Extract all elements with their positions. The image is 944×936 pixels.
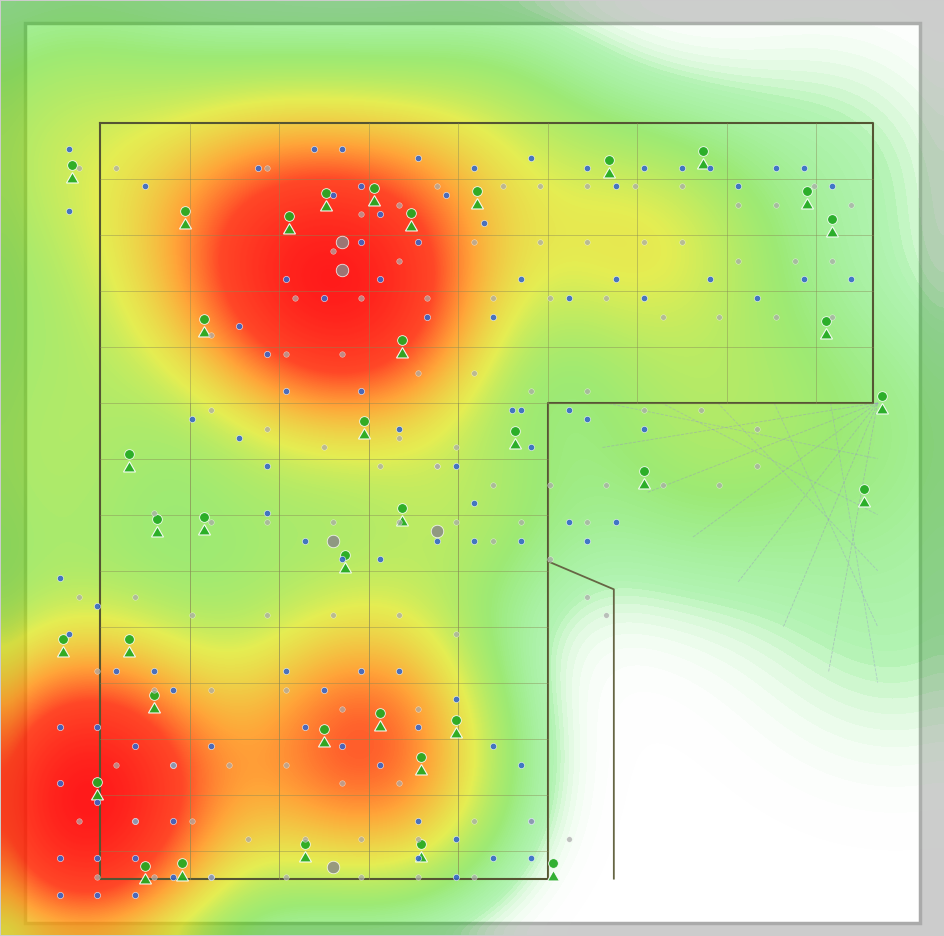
FancyBboxPatch shape [25, 22, 919, 924]
